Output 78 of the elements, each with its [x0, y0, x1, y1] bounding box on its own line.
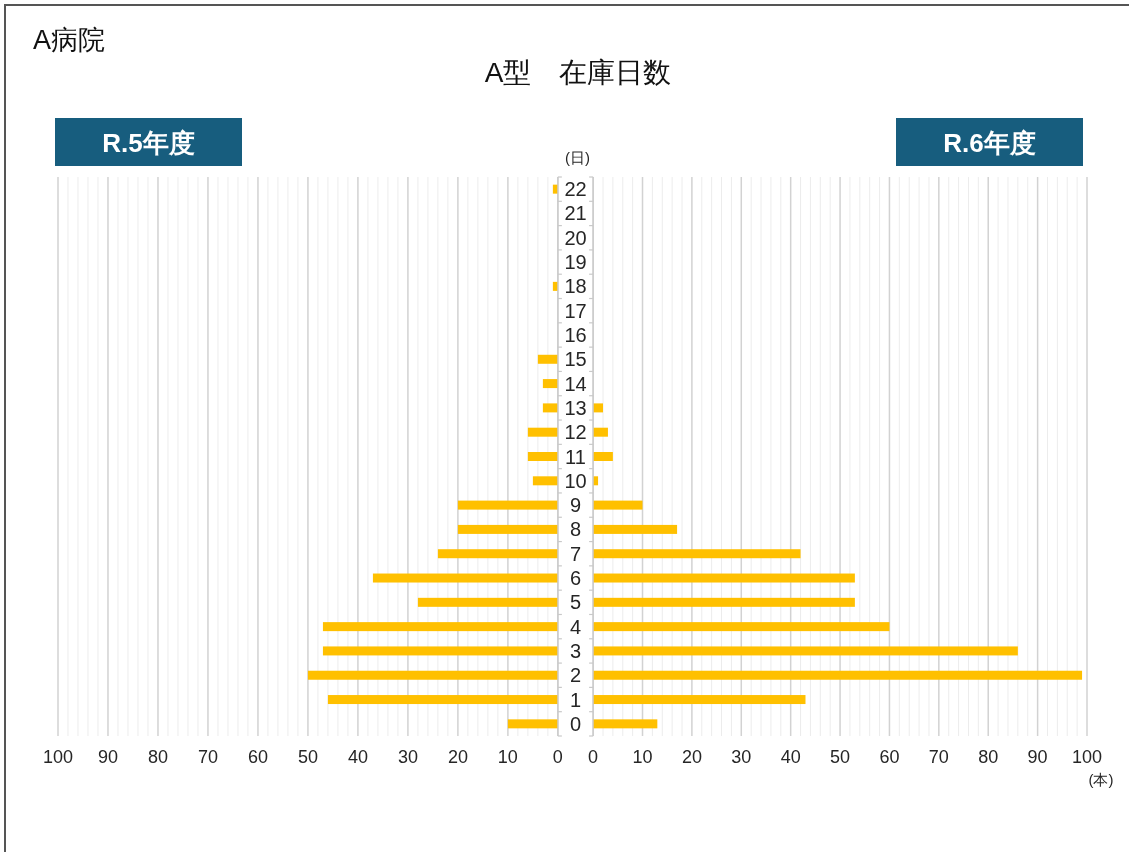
x-tick-label: 80 [147, 747, 168, 767]
y-tick-label: 5 [569, 591, 582, 614]
x-tick-label: 10 [497, 747, 518, 767]
y-tick-label: 1 [569, 688, 582, 711]
x-tick-label: 60 [247, 747, 268, 767]
y-tick-label: 0 [569, 712, 582, 735]
y-tick-label: 7 [569, 542, 582, 565]
y-tick-label: 20 [564, 226, 587, 249]
x-tick-label: 20 [681, 747, 702, 767]
x-tick-label: 10 [632, 747, 653, 767]
bar [437, 549, 558, 559]
y-tick-label: 2 [569, 664, 582, 687]
bar [457, 500, 558, 510]
x-tick-label: 50 [297, 747, 318, 767]
bar [593, 403, 603, 413]
text: A型 在庫日数 [484, 57, 672, 88]
bar [593, 719, 658, 729]
bar [593, 646, 1018, 656]
y-tick-label: 16 [564, 323, 587, 346]
y-tick-label: 9 [569, 494, 582, 517]
x-tick-label: 60 [879, 747, 900, 767]
text: A病院 [33, 25, 106, 55]
y-axis-title: (日) [565, 149, 590, 166]
y-tick-label: 10 [564, 469, 587, 492]
bar [307, 670, 558, 680]
y-tick-label: 12 [564, 421, 587, 444]
y-tick-label: 21 [564, 202, 587, 225]
bar [532, 476, 558, 486]
y-tick-label: 19 [564, 251, 587, 274]
y-tick-label: 18 [564, 275, 587, 298]
bar [593, 452, 613, 461]
bar [527, 452, 558, 461]
bar [593, 695, 806, 705]
x-tick-label: 90 [97, 747, 118, 767]
y-tick-label: 11 [565, 445, 586, 468]
x-tick-label: 40 [347, 747, 368, 767]
y-tick-label: 4 [569, 615, 582, 638]
bar [527, 427, 558, 437]
bar [457, 524, 558, 534]
y-tick-label: 6 [569, 567, 582, 590]
x-tick-label: 40 [780, 747, 801, 767]
x-tick-label: 100 [1071, 747, 1103, 767]
bar [542, 403, 558, 413]
y-tick-label: 3 [569, 639, 582, 662]
chart-title: R.6年度 [943, 128, 1036, 158]
x-tick-label: 70 [197, 747, 218, 767]
y-tick-label: 22 [564, 178, 587, 201]
x-tick-label: 90 [1027, 747, 1048, 767]
x-tick-label: 20 [447, 747, 468, 767]
bar [322, 646, 558, 656]
x-tick-label: 100 [42, 747, 74, 767]
y-tick-label: 17 [564, 299, 587, 322]
x-tick-label: 80 [978, 747, 999, 767]
bar [593, 549, 801, 559]
x-tick-label: 30 [731, 747, 752, 767]
x-tick-label: 30 [397, 747, 418, 767]
bar [327, 695, 558, 705]
bar [507, 719, 558, 729]
chart-title: R.5年度 [102, 128, 195, 158]
x-tick-label: 50 [830, 747, 851, 767]
bar [417, 597, 558, 607]
bar [593, 573, 855, 583]
bar [537, 354, 558, 364]
bar [593, 500, 643, 510]
bar [593, 597, 855, 607]
bar [593, 670, 1083, 680]
y-tick-label: 13 [564, 396, 587, 419]
bar [593, 622, 890, 632]
bar [372, 573, 558, 583]
bar [322, 622, 558, 632]
y-tick-label: 15 [564, 348, 587, 371]
bar [593, 524, 678, 534]
x-tick-label: 70 [928, 747, 949, 767]
y-tick-label: 8 [569, 518, 582, 541]
x-axis-title: (本) [1088, 771, 1114, 788]
y-tick-label: 14 [564, 372, 587, 395]
bar [593, 427, 608, 437]
bar [542, 379, 558, 389]
